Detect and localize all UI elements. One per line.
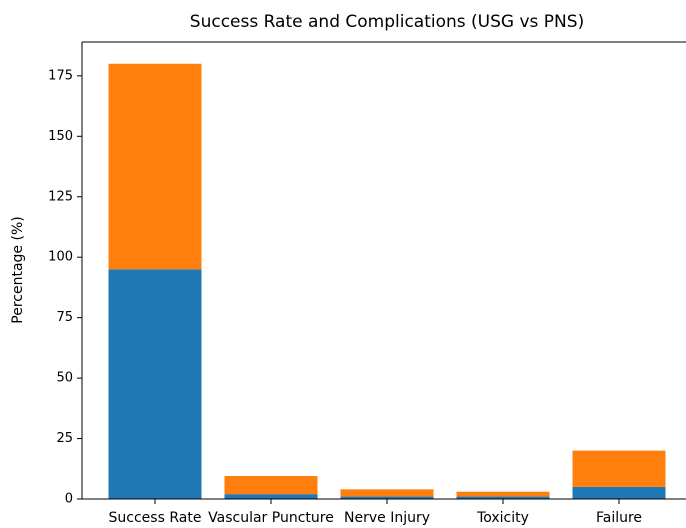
y-tick-label: 50 (56, 371, 73, 386)
y-tick-label: 75 (56, 310, 73, 325)
bar-segment (456, 496, 550, 499)
x-tick-label: Toxicity (476, 510, 529, 526)
bar-segment (340, 496, 434, 499)
y-tick-label: 0 (65, 492, 73, 507)
x-tick-label: Failure (596, 510, 642, 526)
y-tick-label: 125 (48, 189, 73, 204)
bar-segment (456, 491, 550, 497)
bar-segment (108, 269, 202, 499)
bar-segment (108, 63, 202, 270)
x-tick-label: Vascular Puncture (208, 510, 334, 526)
y-tick-label: 25 (56, 431, 73, 446)
chart-title: Success Rate and Complications (USG vs P… (190, 12, 584, 32)
y-tick-label: 100 (48, 250, 73, 265)
y-axis-label: Percentage (%) (10, 216, 26, 323)
x-tick-label: Success Rate (109, 510, 202, 526)
bar-segment (224, 494, 318, 499)
bar-segment (572, 450, 666, 487)
y-tick-label: 150 (48, 129, 73, 144)
bar-segment (340, 489, 434, 497)
bar-segment (572, 486, 666, 499)
y-tick-label: 175 (48, 68, 73, 83)
x-tick-label: Nerve Injury (344, 510, 430, 526)
bar-segment (224, 476, 318, 495)
